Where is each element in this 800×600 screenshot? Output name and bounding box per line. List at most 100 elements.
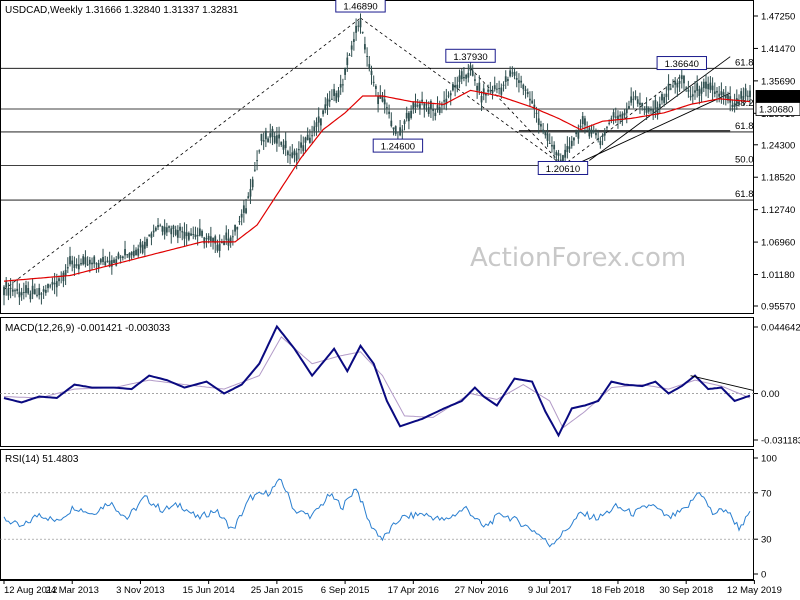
price-candle bbox=[511, 72, 514, 74]
price-candle bbox=[614, 116, 617, 118]
price-candle bbox=[240, 213, 243, 218]
price-candle bbox=[152, 230, 155, 233]
swing-price-label: 1.37930 bbox=[453, 52, 487, 63]
price-candle bbox=[500, 87, 503, 95]
price-candle bbox=[713, 91, 716, 95]
price-candle bbox=[403, 120, 406, 125]
price-candle bbox=[496, 88, 498, 90]
rsi-tick-label: 70 bbox=[761, 488, 772, 499]
price-candle bbox=[562, 155, 564, 164]
price-header: USDCAD,Weekly 1.31666 1.32840 1.31337 1.… bbox=[5, 5, 239, 16]
price-candle bbox=[359, 20, 362, 28]
price-candle bbox=[194, 234, 197, 237]
price-tick-label: 1.41470 bbox=[761, 44, 795, 55]
swing-price-label: 1.20610 bbox=[546, 164, 580, 175]
price-candle bbox=[405, 112, 408, 119]
price-candle bbox=[304, 137, 307, 143]
price-candle bbox=[493, 85, 496, 90]
price-candle bbox=[73, 264, 76, 268]
fib-level-label: 61.8 bbox=[735, 121, 754, 132]
price-candle bbox=[313, 126, 316, 132]
price-candle bbox=[275, 135, 278, 144]
price-candle bbox=[104, 261, 107, 266]
price-candle bbox=[658, 103, 661, 108]
price-candle bbox=[317, 116, 320, 123]
price-candle bbox=[212, 238, 214, 243]
price-candle bbox=[718, 93, 721, 97]
price-candle bbox=[18, 291, 21, 298]
price-candle bbox=[742, 95, 745, 99]
price-candle bbox=[623, 112, 626, 116]
price-candle bbox=[529, 98, 531, 101]
price-candle bbox=[456, 84, 459, 89]
price-candle bbox=[146, 239, 148, 247]
price-candle bbox=[394, 126, 397, 135]
price-candle bbox=[5, 280, 8, 288]
price-candle bbox=[399, 127, 402, 136]
price-candle bbox=[474, 79, 476, 81]
price-candle bbox=[654, 100, 657, 109]
price-candle bbox=[348, 54, 351, 56]
price-candle bbox=[337, 90, 340, 98]
price-tick-label: 1.18520 bbox=[761, 173, 795, 184]
price-candle bbox=[427, 107, 430, 115]
price-candle bbox=[606, 127, 608, 129]
watermark: ActionForex.com bbox=[470, 243, 686, 273]
macd-tick-label: 0.00 bbox=[761, 389, 780, 400]
price-candle bbox=[656, 107, 659, 116]
price-candle bbox=[687, 89, 690, 92]
price-candle bbox=[3, 286, 5, 296]
price-candle bbox=[47, 283, 49, 289]
price-tick-label: 1.12740 bbox=[761, 205, 795, 216]
price-candle bbox=[533, 104, 536, 109]
price-candle bbox=[595, 133, 597, 136]
price-candle bbox=[187, 232, 190, 240]
price-candle bbox=[168, 226, 170, 228]
price-candle bbox=[361, 31, 364, 33]
price-candle bbox=[132, 250, 135, 257]
price-candle bbox=[22, 292, 25, 294]
price-candle bbox=[498, 88, 501, 90]
price-candle bbox=[339, 84, 342, 88]
price-candle bbox=[137, 248, 140, 256]
time-tick-label: 15 Jun 2014 bbox=[183, 585, 235, 596]
price-candle bbox=[568, 146, 571, 149]
time-tick-label: 18 Feb 2018 bbox=[591, 585, 644, 596]
macd-signal-line bbox=[3, 336, 751, 429]
price-candle bbox=[700, 87, 703, 94]
price-candle bbox=[27, 288, 30, 294]
price-candle bbox=[518, 80, 520, 83]
moving-average-line bbox=[3, 89, 751, 282]
price-candle bbox=[205, 238, 208, 240]
price-candle bbox=[502, 84, 505, 86]
price-candle bbox=[99, 259, 102, 263]
price-candle bbox=[443, 100, 446, 102]
price-candle bbox=[280, 141, 283, 145]
rsi-title: RSI(14) 51.4803 bbox=[5, 454, 79, 465]
price-candle bbox=[357, 25, 360, 27]
price-candle bbox=[584, 118, 586, 126]
price-candle bbox=[203, 237, 206, 244]
price-candle bbox=[190, 233, 192, 236]
price-candle bbox=[430, 101, 432, 110]
price-candle bbox=[610, 118, 613, 120]
time-tick-label: 25 Jan 2015 bbox=[251, 585, 303, 596]
price-candle bbox=[51, 281, 54, 285]
price-candle bbox=[108, 260, 111, 267]
price-candle bbox=[478, 82, 481, 91]
price-candle bbox=[546, 133, 549, 141]
price-candle bbox=[727, 95, 729, 101]
price-candle bbox=[421, 99, 424, 102]
price-candle bbox=[346, 57, 349, 66]
price-candle bbox=[617, 115, 619, 120]
price-candle bbox=[172, 225, 175, 229]
price-tick-label: 1.06960 bbox=[761, 238, 795, 249]
price-candle bbox=[306, 134, 309, 141]
time-tick-label: 9 Jul 2017 bbox=[528, 585, 572, 596]
price-candle bbox=[36, 294, 38, 296]
swing-price-label-box bbox=[656, 56, 707, 71]
time-tick-label: 27 Nov 2016 bbox=[455, 585, 509, 596]
price-candle bbox=[458, 75, 461, 82]
price-candle bbox=[308, 137, 311, 143]
macd-line bbox=[3, 324, 751, 438]
